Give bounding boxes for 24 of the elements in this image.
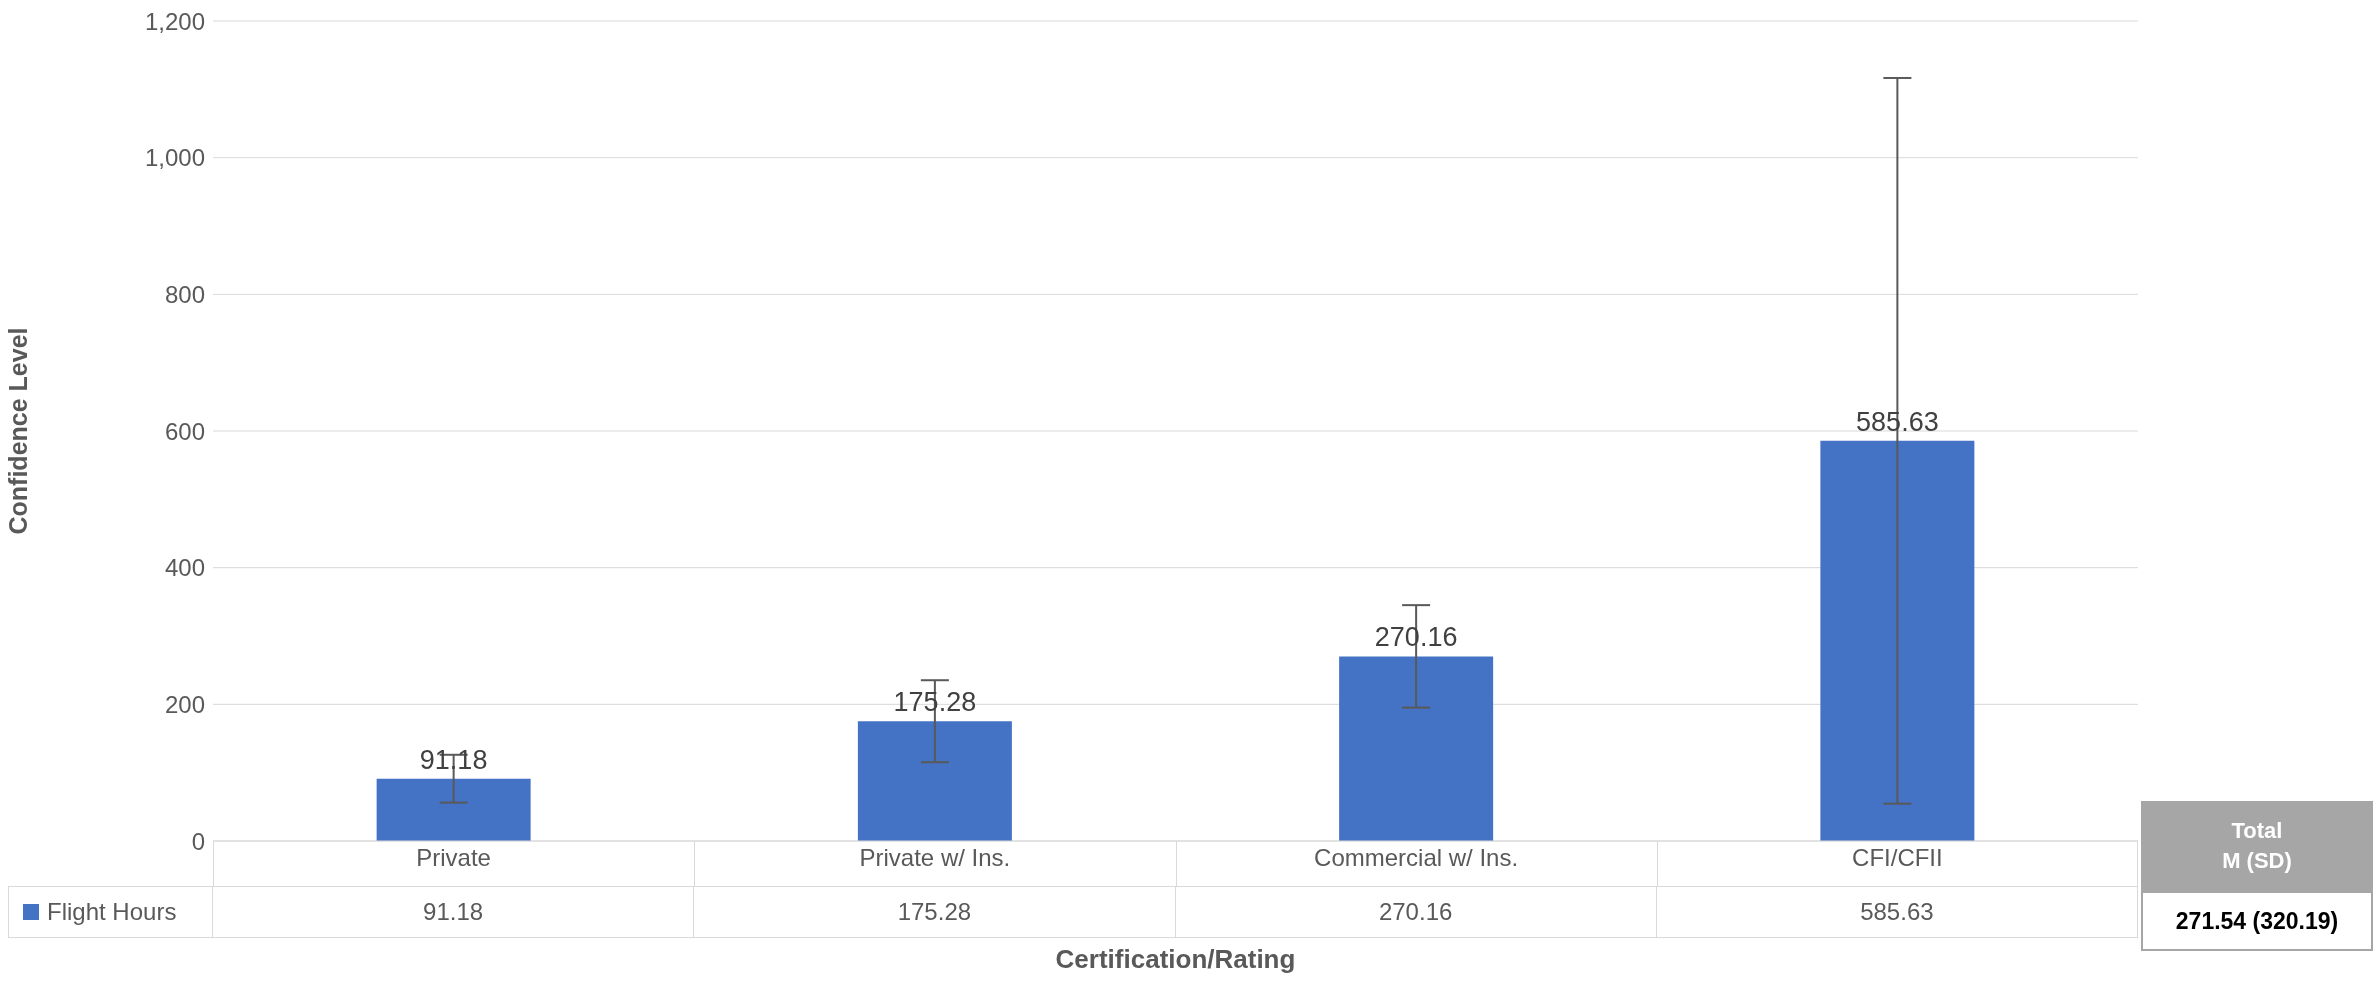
- y-tick-label: 1,000: [144, 144, 205, 172]
- y-axis-title: Confidence Level: [3, 327, 32, 535]
- text: Total M (SD): [2141, 801, 2373, 891]
- x-tick-label: Private: [416, 844, 491, 872]
- bar: [1339, 656, 1494, 841]
- bar: [376, 778, 531, 841]
- legend-label: Flight Hours: [47, 898, 177, 926]
- x-axis-title: Certification/Rating: [1054, 944, 1297, 975]
- x-tick-label: Commercial w/ Ins.: [1314, 844, 1519, 872]
- x-tick-label: CFI/CFII: [1852, 844, 1943, 872]
- y-tick-label: 200: [164, 690, 205, 718]
- x-tick-label: Private w/ Ins.: [859, 844, 1011, 872]
- bar: [1820, 440, 1975, 841]
- y-tick-label: 600: [164, 417, 205, 445]
- y-tick-label: 400: [164, 554, 205, 582]
- data-label: 270.16: [1175, 886, 1657, 938]
- data-label: 585.63: [1656, 886, 2138, 938]
- data-label: 91.18: [213, 886, 695, 938]
- text: 271.54 (320.19): [2141, 891, 2373, 951]
- data-label: 175.28: [694, 886, 1176, 938]
- y-tick-label: 800: [164, 280, 205, 308]
- y-tick-label: 0: [191, 827, 205, 855]
- y-tick-label: 1,200: [144, 7, 205, 35]
- bar: [857, 721, 1012, 841]
